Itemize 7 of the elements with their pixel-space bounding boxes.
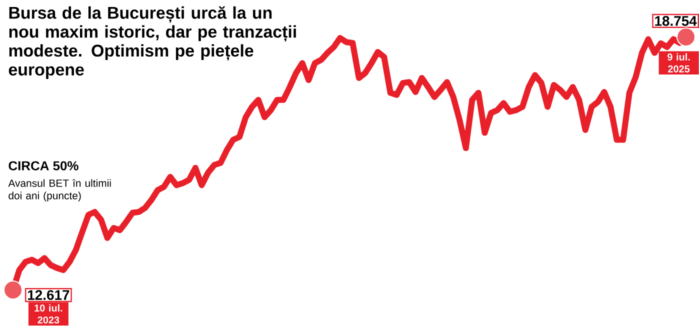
annotation: 9 iul. 2025 bbox=[668, 53, 690, 73]
text: 10 iul. 2023 bbox=[34, 304, 62, 324]
data-label: 18.754 bbox=[655, 16, 697, 26]
text: CIRCA 50% bbox=[8, 161, 78, 171]
chart-title: Bursa de la București urcă la un nou maxim istoric, dar pe tranzacții modeste. Optimism pe piețele europene bbox=[8, 6, 296, 80]
annotation: Avansul BET în ultimii doi ani (puncte) bbox=[8, 179, 111, 202]
data-label: 12.617 bbox=[28, 290, 70, 300]
